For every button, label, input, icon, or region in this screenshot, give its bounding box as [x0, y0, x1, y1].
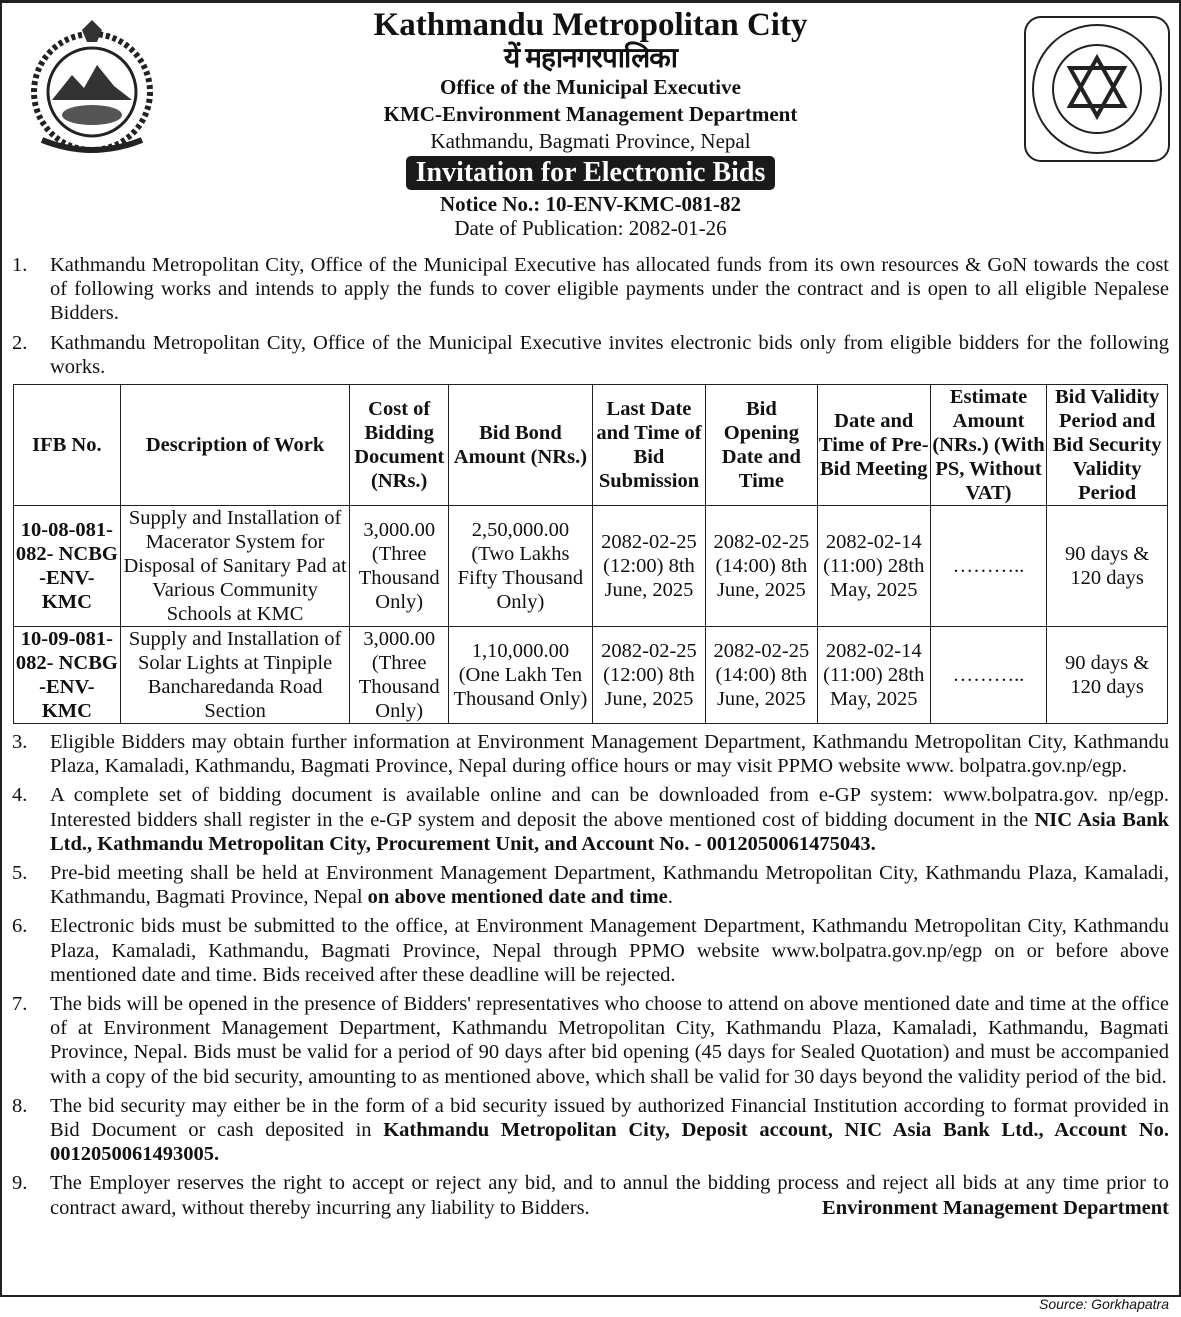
- publication-date: Date of Publication: 2082-01-26: [454, 216, 727, 240]
- text-segment: Kathmandu Metropolitan City, Office of t…: [50, 254, 1169, 325]
- city-title: Kathmandu Metropolitan City: [373, 7, 808, 43]
- column-header: Cost of Bidding Document (NRs.): [349, 384, 449, 507]
- table-cell: 10-09-081-082- NCBG -ENV-KMC: [13, 626, 121, 725]
- bold-text: on above mentioned date and time: [367, 886, 668, 909]
- column-header: IFB No.: [13, 384, 121, 507]
- paragraph-item: 5. Pre-bid meeting shall be held at Envir…: [12, 861, 1169, 909]
- paragraph-text: Kathmandu Metropolitan City, Office of t…: [50, 253, 1169, 326]
- works-table: IFB No. Description of Work Cost of Biddin…: [13, 384, 1168, 725]
- table-cell: 1,10,000.00 (One Lakh Ten Thousand Only): [448, 626, 593, 725]
- paragraph-text: The bid security may either be in the fo…: [50, 1094, 1169, 1167]
- text-segment: Eligible Bidders may obtain further info…: [50, 731, 1169, 778]
- paragraph-text: The Employer reserves the right to accep…: [50, 1171, 1169, 1219]
- kmc-seal-logo: [1024, 16, 1170, 162]
- column-header: Bid Validity Period and Bid Security Val…: [1046, 384, 1168, 507]
- department-name: KMC-Environment Management Department: [383, 102, 798, 126]
- paragraph-item: 3. Eligible Bidders may obtain further in…: [12, 730, 1169, 778]
- text-segment: Kathmandu Metropolitan City, Office of t…: [50, 331, 1169, 378]
- table-cell: Supply and Installation of Solar Lights …: [119, 626, 351, 725]
- table-cell: Supply and Installation of Macerator Sys…: [119, 505, 351, 628]
- paragraph-item: 9. The Employer reserves the right to acc…: [12, 1171, 1169, 1219]
- paragraph-number: 1.: [12, 254, 28, 276]
- paragraph-text: Eligible Bidders may obtain further info…: [50, 730, 1169, 778]
- column-header: Bid Opening Date and Time: [705, 384, 818, 507]
- column-header: Last Date and Time of Bid Submission: [591, 384, 707, 507]
- address: Kathmandu, Bagmati Province, Nepal: [430, 129, 751, 153]
- table-header-row: IFB No. Description of Work Cost of Biddin…: [13, 384, 1168, 507]
- table-row: 10-09-081-082- NCBG -ENV-KMC Supply and I…: [13, 626, 1168, 725]
- signature-department: Environment Management Department: [822, 1196, 1169, 1219]
- table-cell: 2082-02-25 (14:00) 8th June, 2025: [705, 505, 818, 628]
- paragraph-number: 6.: [12, 915, 28, 938]
- paragraph-item: 2. Kathmandu Metropolitan City, Office of…: [12, 331, 1169, 379]
- table-cell: ………..: [929, 626, 1048, 725]
- notice-number: Notice No.: 10-ENV-KMC-081-82: [439, 192, 742, 216]
- intro-paragraphs: 1. Kathmandu Metropolitan City, Office of…: [12, 253, 1169, 379]
- paragraph-item: 8. The bid security may either be in the …: [12, 1094, 1169, 1167]
- terms-paragraphs: 3. Eligible Bidders may obtain further in…: [12, 730, 1169, 1220]
- table-body: 10-08-081-082- NCBG -ENV-KMC Supply and I…: [13, 505, 1168, 725]
- paragraph-number: 9.: [12, 1172, 28, 1195]
- text-segment: The bid security may either be in the fo…: [50, 1094, 1169, 1142]
- text-segment: Pre-bid meeting shall be held at Environ…: [50, 862, 1169, 909]
- table-cell: 3,000.00 (Three Thousand Only): [349, 626, 449, 725]
- office-name: Office of the Municipal Executive: [440, 75, 741, 99]
- notice-body: 1. Kathmandu Metropolitan City, Office of…: [12, 253, 1169, 1225]
- source-credit: Source: Gorkhapatra: [1039, 1296, 1169, 1312]
- column-header: Description of Work: [119, 384, 351, 507]
- table-cell: 2082-02-25 (14:00) 8th June, 2025: [705, 626, 818, 725]
- table-cell: 2082-02-25 (12:00) 8th June, 2025: [591, 626, 707, 725]
- nepal-emblem-logo: [31, 20, 153, 153]
- column-header: Estimate Amount (NRs.) (With PS, Without…: [929, 384, 1048, 507]
- table-cell: 10-08-081-082- NCBG -ENV-KMC: [13, 505, 121, 628]
- table-cell: 2,50,000.00 (Two Lakhs Fifty Thousand On…: [448, 505, 593, 628]
- table-cell: 2082-02-14 (11:00) 28th May, 2025: [816, 626, 931, 725]
- text-segment: Electronic bids must be submitted to the…: [50, 915, 1169, 986]
- table-cell: 2082-02-14 (11:00) 28th May, 2025: [816, 505, 931, 628]
- table-cell: 90 days & 120 days: [1046, 626, 1168, 725]
- nepali-title: यें महानगरपालिका: [503, 43, 678, 74]
- notice-header: Kathmandu Metropolitan City यें महानगरपा…: [0, 6, 1181, 240]
- text-segment: The Employer reserves the right to accep…: [50, 1172, 1169, 1219]
- paragraph-number: 5.: [12, 862, 28, 885]
- paragraph-number: 7.: [12, 993, 28, 1016]
- table-cell: 90 days & 120 days: [1046, 505, 1168, 628]
- text-segment: A complete set of bidding document is av…: [50, 784, 1169, 831]
- paragraph-text: Electronic bids must be submitted to the…: [50, 914, 1169, 987]
- paragraph-item: 7. The bids will be opened in the presenc…: [12, 992, 1169, 1089]
- table-cell: ………..: [929, 505, 1048, 628]
- bold-text: NIC Asia Bank Ltd., Kathmandu Metropolit…: [50, 808, 1169, 855]
- paragraph-number: 8.: [12, 1094, 28, 1117]
- paragraph-text: The bids will be opened in the presence …: [50, 992, 1169, 1089]
- table-cell: 3,000.00 (Three Thousand Only): [349, 505, 449, 628]
- table-row: 10-08-081-082- NCBG -ENV-KMC Supply and I…: [13, 505, 1168, 628]
- text-segment: .: [667, 886, 673, 909]
- paragraph-number: 3.: [12, 731, 28, 754]
- notice-banner: Invitation for Electronic Bids: [405, 156, 776, 190]
- paragraph-number: 4.: [12, 784, 28, 807]
- table-cell: 2082-02-25 (12:00) 8th June, 2025: [591, 505, 707, 628]
- paragraph-text: Kathmandu Metropolitan City, Office of t…: [50, 331, 1169, 379]
- paragraph-item: 1. Kathmandu Metropolitan City, Office of…: [12, 253, 1169, 326]
- column-header: Date and Time of Pre-Bid Meeting: [816, 384, 931, 507]
- paragraph-item: 4. A complete set of bidding document is …: [12, 783, 1169, 856]
- paragraph-item: 6. Electronic bids must be submitted to t…: [12, 914, 1169, 987]
- text-segment: The bids will be opened in the presence …: [50, 993, 1169, 1088]
- bold-text: Kathmandu Metropolitan City, Deposit acc…: [50, 1119, 1169, 1166]
- column-header: Bid Bond Amount (NRs.): [448, 384, 593, 507]
- paragraph-text: A complete set of bidding document is av…: [50, 783, 1169, 856]
- paragraph-text: Pre-bid meeting shall be held at Environ…: [50, 861, 1169, 909]
- paragraph-number: 2.: [12, 331, 28, 354]
